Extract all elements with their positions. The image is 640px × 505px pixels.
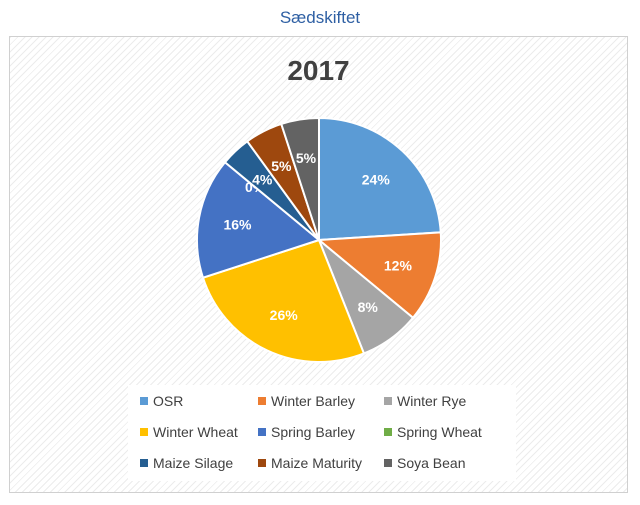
legend-label: Maize Silage [153,455,234,471]
legend-swatch [258,397,266,405]
data-label-winter-rye: 8% [358,299,379,315]
legend-label: Spring Wheat [397,424,482,440]
pie-slice-spring-barley [196,160,322,279]
legend-item-maize-maturity: Maize Maturity [258,455,362,471]
legend-label: OSR [153,393,184,409]
legend-swatch [384,428,392,436]
pie-slice-winter-wheat [201,238,366,363]
legend-swatch [384,459,392,467]
legend-item-soya-bean: Soya Bean [384,455,466,471]
legend-swatch [140,428,148,436]
legend-swatch [140,459,148,467]
legend-swatch [258,459,266,467]
legend-label: Maize Maturity [271,455,363,471]
legend-label: Winter Rye [397,393,467,409]
data-label-maize-maturity: 5% [271,158,292,174]
data-label-osr: 24% [362,172,391,188]
pie-slice-soya-bean [280,116,320,241]
pie-slice-osr [318,116,442,242]
legend-item-winter-barley: Winter Barley [258,393,355,409]
data-label-maize-silage: 4% [252,172,273,188]
legend-label: Winter Wheat [153,424,238,440]
legend-label: Spring Barley [271,424,356,440]
legend: OSR Winter Barley Winter Rye Winter Wheat Sp… [128,385,516,481]
legend-swatch [140,397,148,405]
data-label-soya-bean: 5% [296,150,317,166]
pie-slice-winter-barley [316,231,442,320]
legend-item-winter-rye: Winter Rye [384,393,466,409]
data-label-winter-barley: 12% [384,258,413,274]
legend-swatch [258,428,266,436]
data-label-winter-wheat: 26% [270,307,299,323]
pie-chart: 24%12%8%26%16%0%4%5%5% [196,116,442,363]
chart-title: 2017 [287,55,350,86]
legend-label: Winter Barley [271,393,356,409]
legend-item-maize-silage: Maize Silage [140,455,233,471]
page-title: Sædskiftet [279,8,361,27]
legend-item-osr: OSR [140,393,183,409]
legend-swatch [384,397,392,405]
legend-label: Soya Bean [397,455,466,471]
legend-item-winter-wheat: Winter Wheat [140,424,238,440]
legend-item-spring-wheat: Spring Wheat [384,424,482,440]
legend-item-spring-barley: Spring Barley [258,424,355,440]
data-label-spring-barley: 16% [223,216,252,232]
